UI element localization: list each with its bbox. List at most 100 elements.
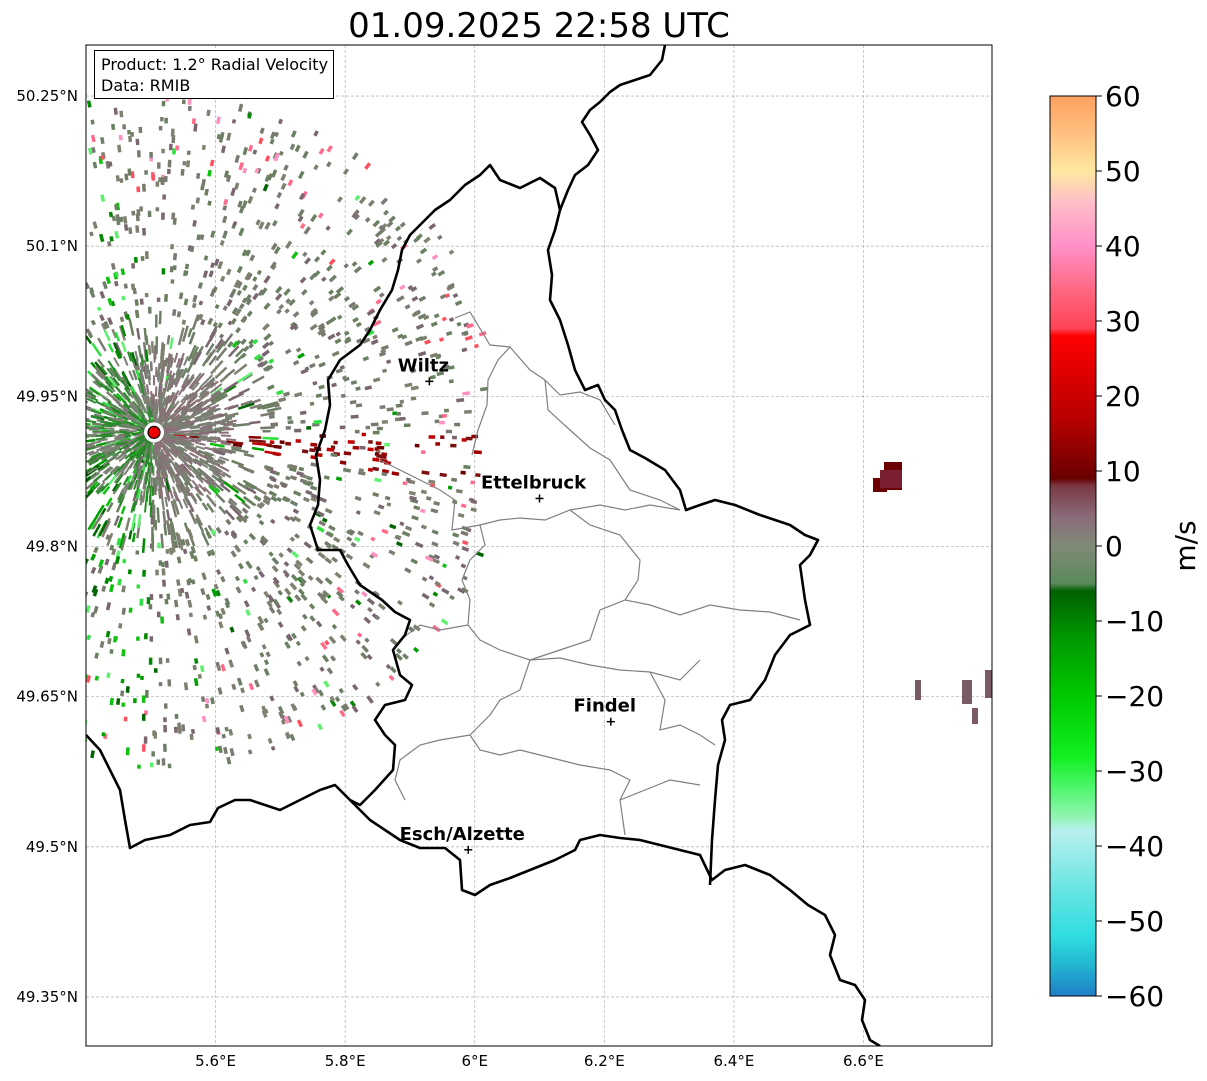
echo-pixel <box>89 287 95 294</box>
echo-pixel <box>116 698 121 705</box>
echo-pixel <box>88 426 99 430</box>
echo-pixel <box>297 352 305 360</box>
echo-pixel <box>158 125 163 131</box>
echo-pixel <box>463 409 472 414</box>
echo-pixel <box>122 391 131 401</box>
echo-pixel <box>192 459 202 467</box>
map-background <box>86 45 992 1046</box>
echo-pixel <box>90 566 97 575</box>
echo-pixel <box>294 533 301 539</box>
echo-pixel <box>175 145 180 151</box>
echo-pixel <box>385 234 392 241</box>
echo-pixel <box>152 394 156 405</box>
echo-pixel <box>181 99 186 105</box>
echo-pixel <box>199 665 205 673</box>
echo-pixel <box>156 297 161 302</box>
echo-pixel <box>176 556 182 564</box>
echo-pixel <box>354 194 361 202</box>
echo-pixel <box>198 390 208 399</box>
echo-pixel <box>231 683 237 691</box>
echo-pixel <box>238 303 245 310</box>
echo-pixel <box>106 241 112 247</box>
echo-pixel <box>182 491 190 502</box>
canton-boundary <box>529 509 641 661</box>
echo-pixel <box>184 591 190 599</box>
echo-pixel <box>434 419 440 424</box>
echo-pixel <box>120 341 127 353</box>
echo-pixel <box>100 194 106 202</box>
echo-pixel <box>226 756 232 765</box>
echo-pixel <box>112 376 121 387</box>
echo-pixel <box>283 164 289 171</box>
echo-pixel <box>274 203 280 210</box>
echo-pixel <box>396 295 405 303</box>
echo-pixel <box>264 221 271 230</box>
echo-pixel <box>94 652 100 659</box>
echo-pixel <box>399 221 406 228</box>
echo-pixel <box>236 281 243 289</box>
echo-pixel <box>133 432 145 437</box>
echo-pixel <box>129 352 135 363</box>
echo-pixel <box>140 419 149 428</box>
echo-pixel <box>232 422 251 428</box>
echo-pixel <box>213 450 225 456</box>
echo-pixel <box>448 379 454 384</box>
echo-pixel <box>367 447 374 452</box>
echo-pixel <box>252 338 259 345</box>
echo-pixel <box>431 529 439 535</box>
echo-pixel <box>216 439 227 443</box>
echo-pixel <box>330 655 337 662</box>
echo-pixel <box>156 446 161 457</box>
echo-pixel <box>452 540 460 547</box>
echo-pixel <box>156 458 160 469</box>
echo-pixel <box>452 532 460 538</box>
echo-pixel <box>373 590 380 597</box>
echo-pixel <box>164 598 169 605</box>
echo-pixel <box>195 445 206 451</box>
radar-site[interactable] <box>144 422 165 443</box>
echo-pixel <box>342 375 348 381</box>
echo-pixel <box>187 529 194 539</box>
echo-pixel <box>188 612 194 618</box>
echo-pixel <box>244 629 251 638</box>
echo-pixel <box>300 419 306 424</box>
echo-pixel <box>364 162 372 170</box>
echo-pixel <box>360 652 368 660</box>
echo-pixel <box>181 485 190 497</box>
echo-pixel <box>424 555 434 562</box>
echo-pixel <box>228 728 234 736</box>
echo-pixel <box>200 696 206 703</box>
echo-pixel <box>114 230 120 239</box>
echo-pixel <box>183 682 189 691</box>
echo-pixel <box>217 322 223 329</box>
echo-pixel <box>289 536 296 542</box>
echo-pixel <box>117 578 122 586</box>
echo-pixel <box>388 549 396 556</box>
echo-pixel <box>305 475 313 481</box>
echo-pixel <box>449 594 455 601</box>
echo-pixel <box>169 337 174 350</box>
echo-pixel <box>119 391 128 401</box>
echo-pixel <box>169 266 174 273</box>
canton-boundary <box>379 459 421 481</box>
echo-pixel <box>156 611 161 618</box>
radar-site-marker[interactable] <box>147 425 161 439</box>
echo-pixel <box>301 449 309 454</box>
echo-pixel <box>86 446 96 452</box>
echo-pixel <box>233 279 241 289</box>
echo-pixel <box>178 454 188 463</box>
echo-pixel <box>213 383 223 391</box>
canton-boundary <box>544 379 616 426</box>
echo-pixel <box>278 150 284 156</box>
echo-pixel <box>439 472 447 478</box>
echo-pixel <box>268 414 275 419</box>
echo-pixel <box>230 530 238 538</box>
echo-pixel <box>186 392 195 401</box>
echo-pixel <box>132 501 137 512</box>
echo-pixel <box>399 416 406 421</box>
echo-pixel <box>457 587 466 594</box>
echo-pixel <box>134 309 140 319</box>
echo-pixel <box>293 490 302 497</box>
echo-pixel <box>448 317 455 323</box>
